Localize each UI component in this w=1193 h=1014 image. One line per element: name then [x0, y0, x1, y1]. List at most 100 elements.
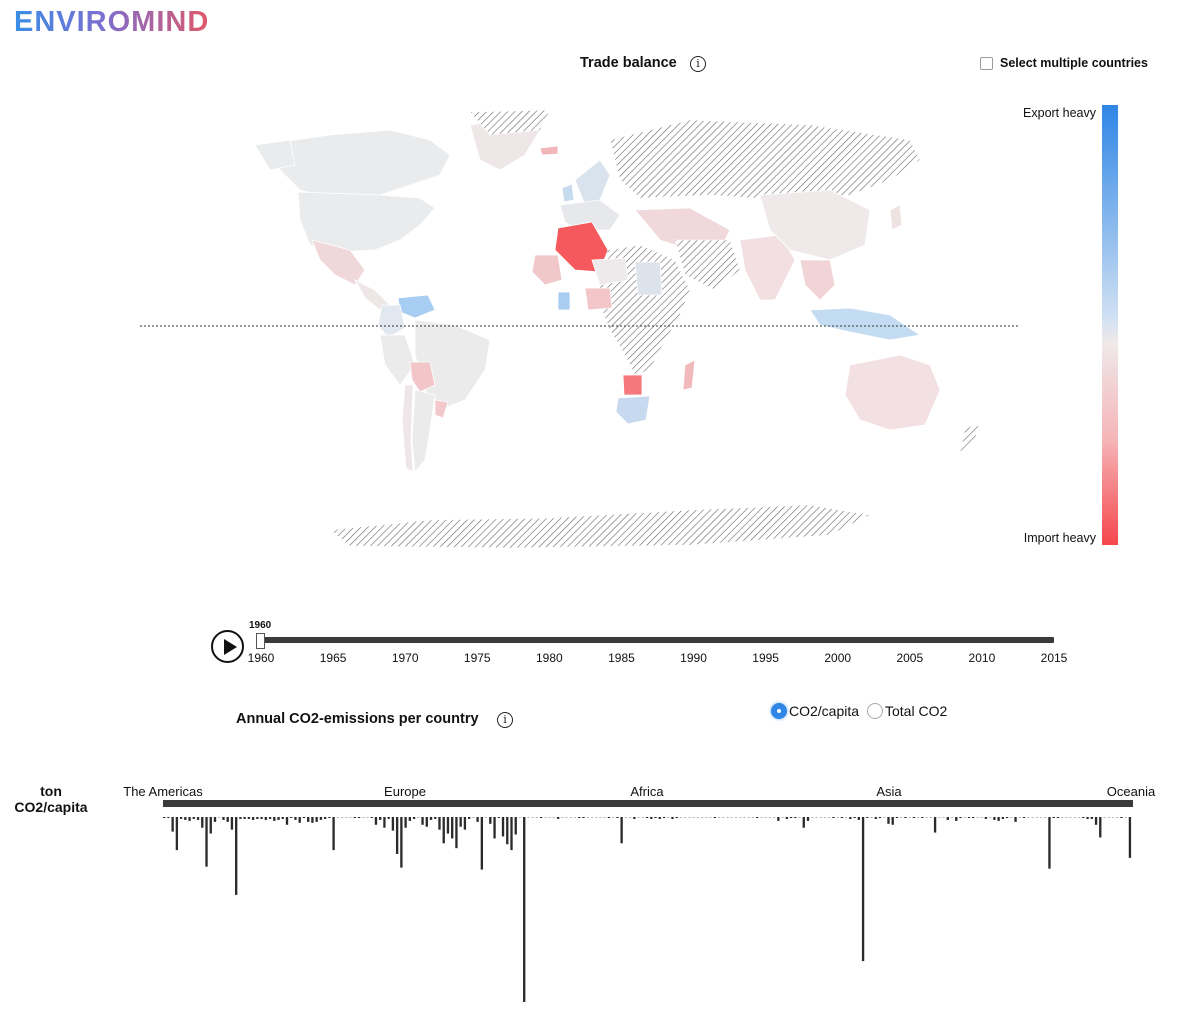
- co2-bar[interactable]: [1044, 817, 1047, 818]
- co2-bar[interactable]: [395, 817, 399, 854]
- co2-bar[interactable]: [840, 817, 844, 818]
- co2-bar[interactable]: [235, 817, 238, 895]
- co2-bar[interactable]: [798, 817, 801, 818]
- co2-bar[interactable]: [650, 817, 653, 819]
- co2-bar[interactable]: [976, 817, 979, 818]
- co2-bar[interactable]: [921, 817, 924, 818]
- co2-bar[interactable]: [311, 817, 314, 823]
- co2-bar[interactable]: [1005, 817, 1009, 818]
- region-label-americas[interactable]: The Americas: [123, 784, 203, 799]
- play-button[interactable]: [211, 630, 244, 663]
- co2-bar[interactable]: [684, 817, 687, 818]
- co2-bar[interactable]: [637, 817, 640, 818]
- co2-bar[interactable]: [967, 817, 971, 818]
- country-scandinavia[interactable]: [574, 159, 611, 206]
- country-china[interactable]: [759, 189, 871, 261]
- co2-bar[interactable]: [633, 817, 636, 819]
- co2-bar[interactable]: [959, 817, 962, 818]
- co2-bar[interactable]: [281, 817, 284, 819]
- co2-bar[interactable]: [578, 817, 581, 818]
- co2-bar[interactable]: [467, 817, 471, 819]
- co2-bar[interactable]: [556, 817, 560, 819]
- co2-bar[interactable]: [243, 817, 246, 819]
- co2-bar[interactable]: [379, 817, 382, 820]
- co2-bar[interactable]: [828, 817, 831, 818]
- country-nigeria[interactable]: [584, 287, 613, 311]
- co2-bar[interactable]: [645, 817, 649, 818]
- country-west-africa[interactable]: [531, 254, 563, 286]
- info-icon[interactable]: i: [497, 712, 513, 728]
- co2-bar[interactable]: [1103, 817, 1106, 818]
- co2-bar[interactable]: [201, 817, 204, 828]
- country-usa[interactable]: [297, 191, 436, 253]
- co2-bar[interactable]: [768, 817, 772, 818]
- co2-bar[interactable]: [268, 817, 272, 819]
- country-uruguay[interactable]: [434, 399, 449, 419]
- co2-bar[interactable]: [417, 817, 420, 818]
- co2-bar[interactable]: [667, 817, 670, 818]
- co2-bar[interactable]: [480, 817, 484, 870]
- co2-bar[interactable]: [730, 817, 733, 818]
- country-ghana[interactable]: [557, 291, 571, 311]
- co2-bar[interactable]: [527, 817, 530, 818]
- co2-bar[interactable]: [434, 817, 437, 819]
- co2-bar[interactable]: [552, 817, 556, 818]
- co2-bar[interactable]: [446, 817, 450, 834]
- co2-bar[interactable]: [709, 817, 712, 818]
- co2-bar[interactable]: [751, 817, 755, 818]
- co2-bar[interactable]: [586, 817, 589, 818]
- co2-bar[interactable]: [861, 817, 865, 962]
- country-western-europe[interactable]: [559, 199, 621, 231]
- world-map[interactable]: [130, 100, 1030, 560]
- co2-bar[interactable]: [459, 817, 462, 827]
- co2-bar[interactable]: [743, 817, 746, 818]
- country-venezuela[interactable]: [397, 294, 436, 319]
- country-mexico[interactable]: [311, 239, 366, 286]
- co2-bar[interactable]: [230, 817, 234, 830]
- enviromind-logo[interactable]: ENVIROMIND: [14, 6, 210, 38]
- co2-bar[interactable]: [561, 817, 564, 818]
- co2-bar[interactable]: [620, 817, 623, 844]
- co2-bar[interactable]: [510, 817, 513, 851]
- co2-bar[interactable]: [823, 817, 827, 818]
- co2-bar[interactable]: [997, 817, 1000, 821]
- co2-bar[interactable]: [302, 817, 306, 818]
- country-new-zealand[interactable]: [959, 419, 981, 453]
- co2-bar[interactable]: [815, 817, 818, 818]
- co2-bar[interactable]: [535, 817, 539, 818]
- radio-total-co2[interactable]: Total CO2: [867, 703, 947, 719]
- co2-bar[interactable]: [1010, 817, 1013, 818]
- co2-bar[interactable]: [1099, 817, 1102, 838]
- co2-bar[interactable]: [565, 817, 568, 818]
- co2-bar[interactable]: [260, 817, 263, 819]
- country-alaska[interactable]: [254, 139, 296, 171]
- co2-bar[interactable]: [696, 817, 700, 818]
- country-bolivia[interactable]: [409, 361, 436, 393]
- co2-bar[interactable]: [612, 817, 615, 818]
- co2-bar[interactable]: [506, 817, 509, 845]
- co2-bar[interactable]: [247, 817, 251, 819]
- info-icon[interactable]: i: [690, 56, 706, 72]
- co2-bar[interactable]: [912, 817, 916, 818]
- co2-bar[interactable]: [290, 817, 293, 818]
- co2-bar[interactable]: [849, 817, 852, 819]
- co2-bar[interactable]: [722, 817, 725, 818]
- co2-bar[interactable]: [700, 817, 704, 818]
- co2-bar[interactable]: [1073, 817, 1077, 818]
- co2-bar[interactable]: [836, 817, 839, 818]
- country-chile[interactable]: [401, 384, 414, 473]
- co2-bar[interactable]: [908, 817, 911, 818]
- co2-bar[interactable]: [938, 817, 941, 818]
- year-slider-handle[interactable]: [256, 633, 265, 649]
- co2-bar[interactable]: [328, 817, 331, 818]
- co2-bar[interactable]: [391, 817, 395, 831]
- co2-bar[interactable]: [616, 817, 619, 818]
- co2-bar[interactable]: [493, 817, 496, 839]
- co2-bar[interactable]: [412, 817, 416, 819]
- co2-bar[interactable]: [900, 817, 903, 818]
- co2-bar[interactable]: [705, 817, 708, 818]
- co2-bar[interactable]: [1082, 817, 1085, 818]
- co2-bar[interactable]: [425, 817, 428, 827]
- select-multiple-countries[interactable]: Select multiple countries: [980, 56, 1148, 70]
- co2-bar[interactable]: [980, 817, 983, 818]
